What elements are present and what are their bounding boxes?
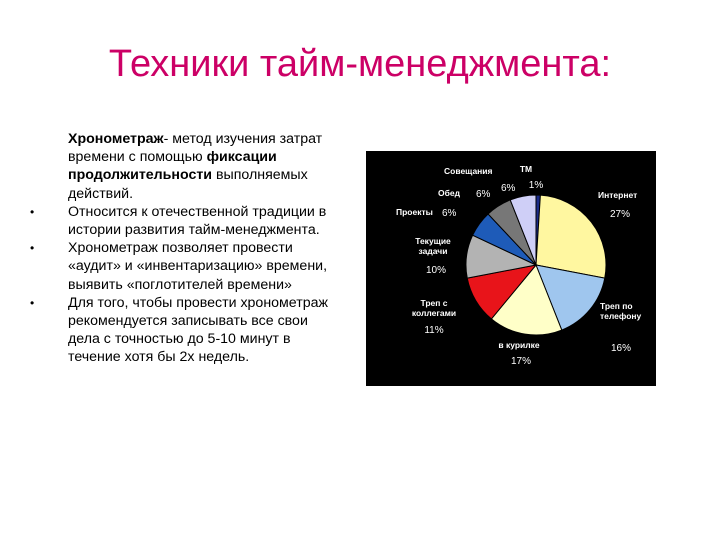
pie-slice-3: [535, 264, 606, 331]
bullet-marker: •: [30, 241, 35, 256]
paragraph-definition: Хронометраж- метод изучения затрат време…: [30, 130, 340, 203]
slice-value-label: 6%: [442, 208, 457, 219]
slice-value-label: 6%: [501, 183, 516, 194]
term-chronometrazh: Хронометраж: [68, 131, 164, 147]
paragraph-tradition: • Относится к отечественной традиции в и…: [30, 203, 340, 239]
slice-value-label: 16%: [611, 343, 631, 354]
bullet-marker: •: [30, 295, 35, 310]
slice-name-label: Проекты: [396, 207, 433, 217]
paragraph-recommendation: • Для того, чтобы провести хронометраж р…: [30, 294, 340, 367]
slice-value-label: 17%: [511, 356, 531, 367]
slice-value-label: 27%: [610, 209, 630, 220]
paragraph-tradition-text: Относится к отечественной традиции в ист…: [68, 203, 327, 239]
slice-value-label: 11%: [424, 325, 443, 336]
pie-chart-panel: ТМ 1% Интернет 27% Треп по телефону 16% в курил…: [366, 151, 656, 386]
slice-name-label: в курилке: [498, 340, 540, 350]
slice-name-label: Треп с коллегами: [412, 298, 456, 318]
slice-value-label: 1%: [529, 180, 544, 191]
pie-chart: ТМ 1% Интернет 27% Треп по телефону 16% в курил…: [396, 164, 642, 367]
slice-name-label: Обед: [438, 188, 461, 198]
pie-slice-9: [509, 194, 537, 266]
slice-name-label: Треп по телефону: [600, 301, 642, 321]
definition-bold-2: фиксации продолжительности: [68, 149, 277, 184]
paragraph-audit: • Хронометраж позволяет провести «аудит»…: [30, 239, 340, 294]
paragraph-audit-text: Хронометраж позволяет провести «аудит» и…: [68, 240, 328, 293]
definition-text-1: - метод изучения затрат времени с помощь…: [68, 131, 323, 166]
slice-name-label: Совещания: [444, 166, 493, 176]
definition-text-2: выполняемых действий.: [68, 167, 308, 202]
pie-slice-2: [535, 194, 607, 279]
slice-name-label: Интернет: [598, 190, 637, 200]
bullet-marker: •: [30, 204, 35, 219]
slice-value-label: 10%: [426, 265, 446, 276]
slice-name-label: ТМ: [520, 164, 532, 174]
slide-body: Хронометраж- метод изучения затрат време…: [30, 130, 340, 367]
paragraph-recommendation-text: Для того, чтобы провести хронометраж рек…: [68, 294, 328, 366]
slice-value-label: 6%: [476, 189, 491, 200]
pie-slice-4: [490, 264, 563, 336]
slice-name-label: Текущие задачи: [415, 236, 451, 256]
slide-title: Техники тайм-менеджмента:: [108, 43, 612, 85]
